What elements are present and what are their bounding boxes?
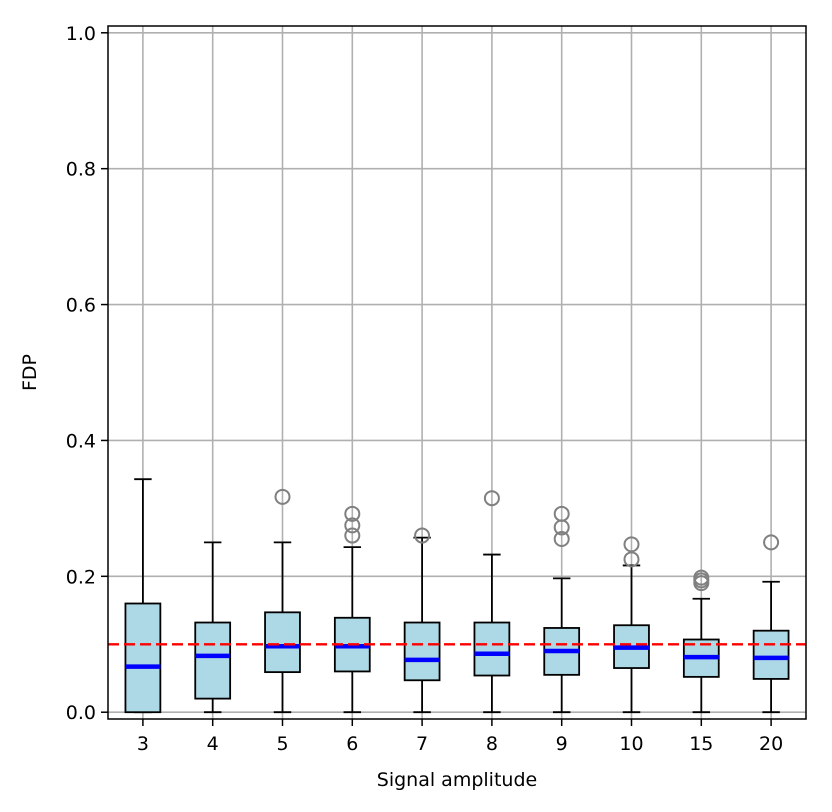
box-iqr [194,621,232,700]
y-tick-label: 0.2 [66,566,96,588]
box-group [194,541,232,714]
box-group [403,527,441,714]
box-group [264,488,301,714]
box-group [124,478,162,714]
box-iqr [752,629,790,680]
outlier-point [553,505,570,522]
x-ticks: 3 4 5 6 7 8 9 10 15 20 [137,719,783,755]
box-group [543,505,581,714]
outlier-point [274,488,291,505]
x-gridlines [142,26,772,719]
box-group [613,536,650,714]
box-group [473,490,511,714]
box-iqr [403,621,441,682]
x-axis-label: Signal amplitude [377,769,537,791]
x-tick-label: 20 [759,733,783,755]
outlier-point [623,536,640,553]
box-iqr [124,602,162,714]
x-tick-label: 4 [207,733,219,755]
y-tick-label: 0.4 [66,430,96,452]
outlier-point [763,534,780,551]
outlier-point [414,527,431,544]
x-tick-label: 7 [416,733,428,755]
outlier-point [693,569,710,586]
y-ticks: 0.0 0.2 0.4 0.6 0.8 1.0 [66,23,108,724]
y-tick-label: 0.0 [66,702,96,724]
y-tick-label: 1.0 [66,23,96,45]
boxes [124,478,790,714]
y-axis-label: FDP [19,354,41,391]
x-tick-label: 6 [346,733,358,755]
outlier-point [483,490,500,507]
y-gridlines [108,31,806,714]
plot-frame [107,25,807,720]
y-tick-label: 0.8 [66,159,96,181]
x-tick-label: 10 [619,733,643,755]
box-group [752,534,790,714]
box-iqr [473,621,511,677]
box-iqr [264,611,301,674]
x-tick-label: 3 [137,733,149,755]
outlier-point [553,530,570,547]
x-tick-label: 15 [689,733,713,755]
outlier-point [344,505,361,522]
x-tick-label: 8 [486,733,498,755]
outlier-point [344,527,361,544]
box-group [682,569,720,714]
x-tick-label: 5 [276,733,288,755]
y-tick-label: 0.6 [66,295,96,317]
outlier-point [344,517,361,534]
x-tick-label: 9 [556,733,568,755]
